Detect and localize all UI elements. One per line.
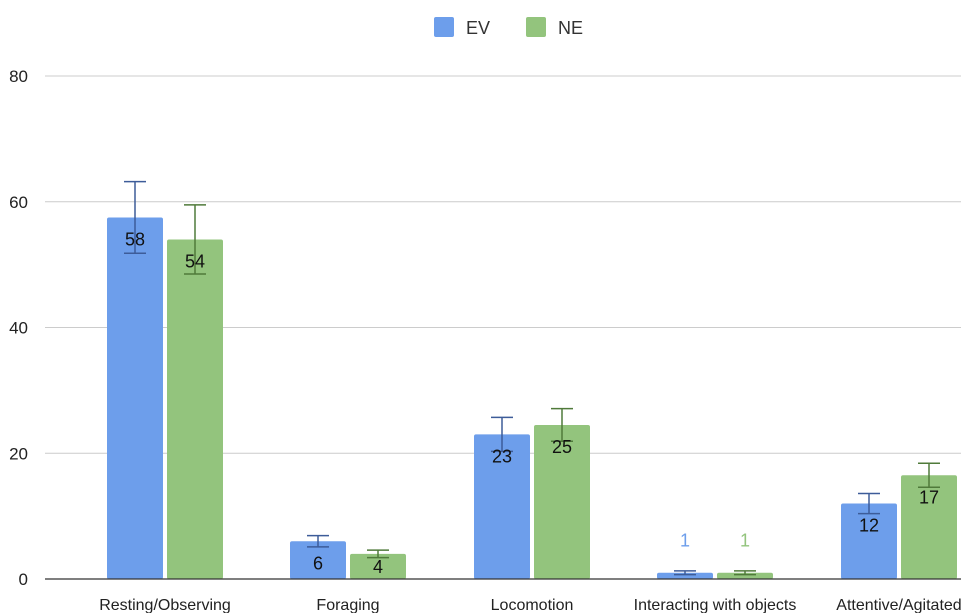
bars [107, 217, 957, 579]
bar-ne-resting-observing [167, 239, 223, 579]
bar-ev-interacting-with-objects [657, 572, 713, 579]
data-label-ev-resting-observing: 58 [125, 229, 145, 249]
x-axis-categories: Resting/Observing Foraging Locomotion Inter… [99, 597, 961, 613]
error-bars [124, 180, 940, 576]
bar-ne-attentive-agitated [901, 475, 957, 579]
x-tick-label-locomotion: Locomotion [491, 597, 574, 613]
legend: EV NE [434, 17, 583, 38]
data-label-ne-attentive-agitated: 17 [919, 487, 939, 507]
data-label-ne-interacting-with-objects: 1 [740, 531, 750, 551]
y-tick-label-40: 40 [9, 319, 28, 338]
y-tick-label-0: 0 [19, 570, 28, 589]
legend-label-ev: EV [466, 18, 490, 38]
bar-ne-interacting-with-objects [717, 572, 773, 579]
legend-label-ne: NE [558, 18, 583, 38]
bar-ev-resting-observing [107, 217, 163, 579]
data-label-ev-interacting-with-objects: 1 [680, 531, 690, 551]
data-label-ne-resting-observing: 54 [185, 251, 205, 271]
bar-ev-foraging [290, 541, 346, 579]
data-label-ne-foraging: 4 [373, 557, 383, 577]
legend-swatch-ne [526, 17, 546, 37]
data-label-ev-attentive-agitated: 12 [859, 516, 879, 536]
data-labels: 58 54 6 4 23 25 1 1 12 17 [125, 229, 939, 577]
x-tick-label-attentive-agitated: Attentive/Agitated [836, 597, 961, 613]
x-tick-label-interacting-with-objects: Interacting with objects [634, 597, 797, 613]
x-tick-label-foraging: Foraging [316, 597, 379, 613]
bar-ev-locomotion [474, 434, 530, 579]
bar-ne-foraging [350, 553, 406, 579]
y-tick-label-80: 80 [9, 67, 28, 86]
data-label-ev-foraging: 6 [313, 553, 323, 573]
y-tick-label-20: 20 [9, 444, 28, 463]
legend-swatch-ev [434, 17, 454, 37]
y-tick-label-60: 60 [9, 193, 28, 212]
data-label-ne-locomotion: 25 [552, 437, 572, 457]
y-axis-ticks: 0 20 40 60 80 [9, 67, 28, 589]
bar-ev-attentive-agitated [841, 503, 897, 579]
data-label-ev-locomotion: 23 [492, 446, 512, 466]
bar-ne-locomotion [534, 424, 590, 579]
x-tick-label-resting-observing: Resting/Observing [99, 597, 231, 613]
